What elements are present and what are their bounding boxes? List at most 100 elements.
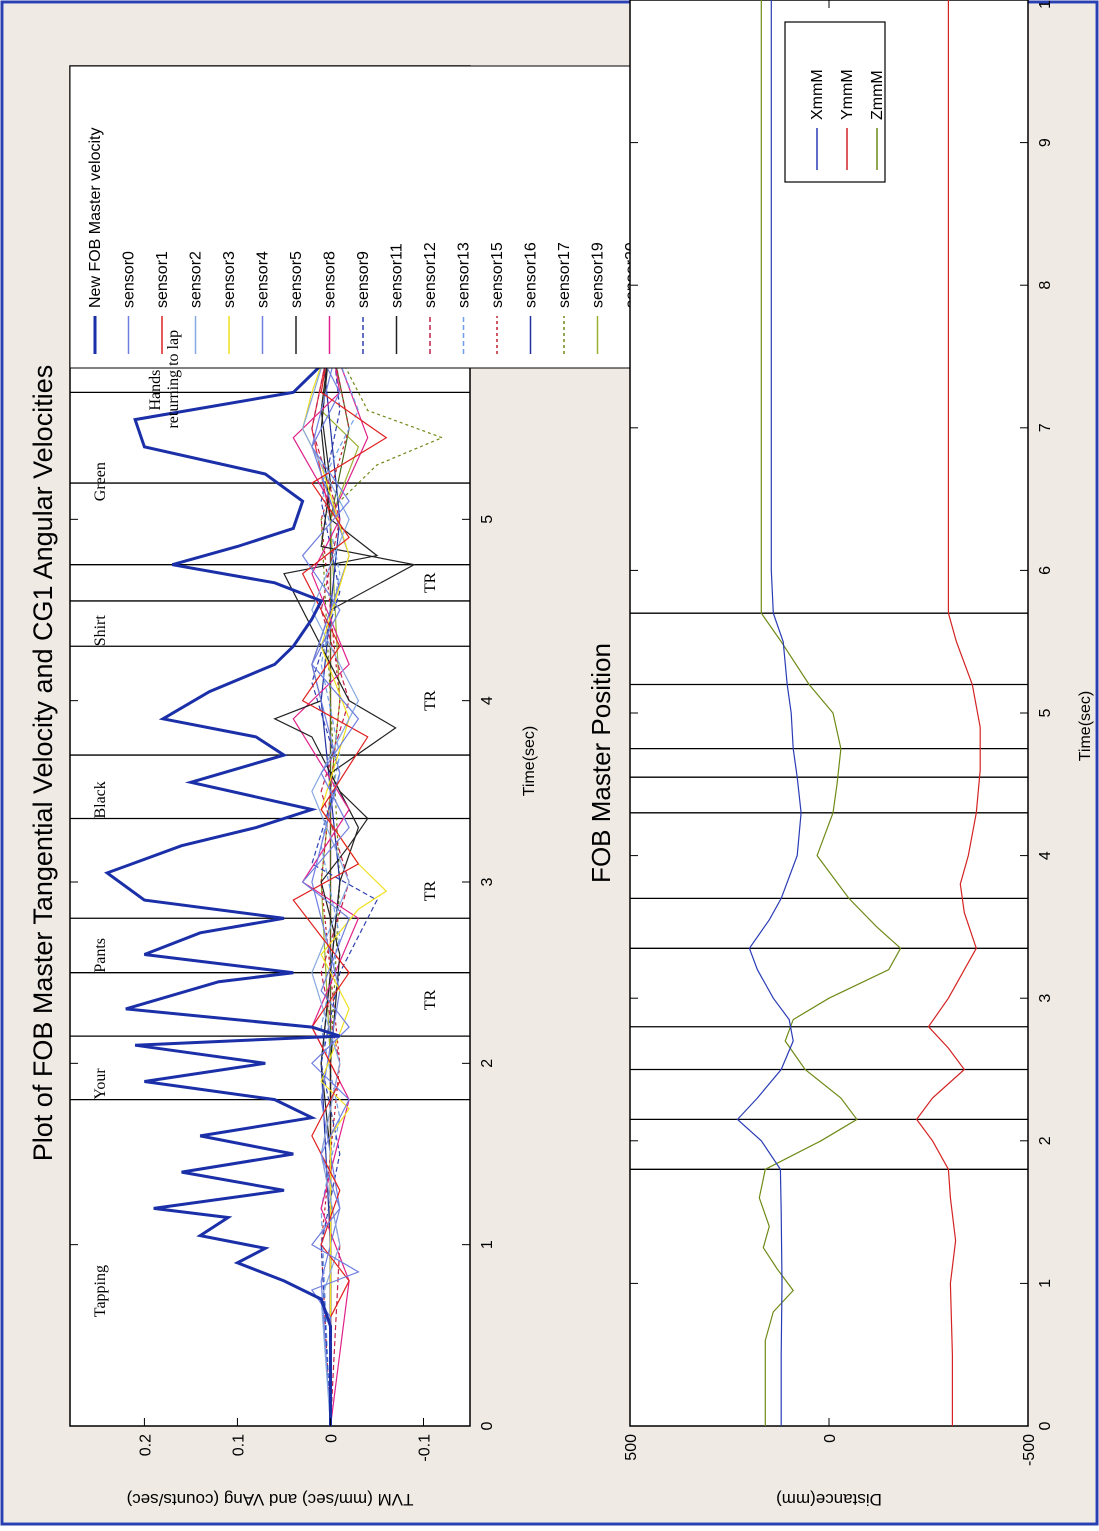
plot2-series-xmmm (736, 0, 802, 1426)
plot2-xtick-label: 1 (1037, 1279, 1054, 1288)
plot1-ytick-label: 0.2 (137, 1434, 154, 1456)
plot1-series-sensor2 (301, 66, 360, 1426)
plot1-series-sensor13 (320, 66, 360, 1426)
plot2-title: FOB Master Position (586, 643, 616, 883)
rotated-figure: Plot of FOB Master Tangential Velocity a… (28, 0, 1094, 1509)
plot1-legend-label: New FOB Master velocity (87, 128, 104, 308)
plot2-ytick-label: -500 (1021, 1434, 1038, 1466)
plot2-xtick-label: 10 (1037, 0, 1054, 9)
plot2-legend-entry-zmmm: ZmmM (869, 70, 886, 170)
plot1-xtick-label: 3 (479, 877, 496, 886)
plot2-legend-label: YmmM (839, 69, 856, 120)
plot1-xlabel: Time(sec) (521, 726, 538, 797)
plot1-series-sensor9 (311, 66, 378, 1426)
plot2-legend-label: ZmmM (869, 70, 886, 120)
plot1-legend-entry-sensor0: sensor0 (121, 251, 138, 354)
plot2-ytick-label: 0 (822, 1434, 839, 1443)
plot2-series-ymmm (915, 0, 981, 1426)
plot1-series-sensor1 (292, 66, 388, 1426)
plot2-legend-entry-xmmm: XmmM (809, 69, 826, 170)
plot1-series-new-fob-master-velocity (104, 66, 342, 1426)
phase-label-hands-returning-to-lap: Handsreturning to lap (147, 330, 182, 429)
plot1-legend-label: sensor16 (523, 242, 540, 308)
plot1-legend-entry-sensor4: sensor4 (255, 251, 272, 354)
plot1-xtick-label: 2 (479, 1059, 496, 1068)
plot2-legend-box (784, 21, 886, 183)
plot2-ylabel: Distance(mm) (776, 1490, 882, 1509)
plot1-legend-label: sensor8 (322, 251, 339, 308)
plot1-legend-entry-sensor19: sensor19 (590, 242, 607, 354)
plot2-plot-area (630, 0, 1028, 1426)
tr-label: TR (422, 881, 439, 902)
plot2-ytick-label: 500 (623, 1434, 640, 1461)
plot1-ytick-label: 0 (323, 1434, 340, 1443)
plot2-axes-box (629, 0, 1029, 1427)
plot1-plot-area (70, 66, 470, 1426)
plot1-title: Plot of FOB Master Tangential Velocity a… (28, 365, 58, 1161)
plot1-legend-entry-sensor15: sensor15 (489, 242, 506, 354)
plot2-xtick-label: 0 (1037, 1421, 1054, 1430)
plot2-xlabel: Time(sec) (1077, 691, 1094, 762)
plot1-legend: New FOB Master velocity sensor0 sensor1 sen… (69, 65, 719, 369)
plot1-legend-entry-sensor13: sensor13 (456, 242, 473, 354)
plot2-xtick-label: 5 (1037, 708, 1054, 717)
plot1-series-sensor0 (301, 66, 360, 1426)
plot1-legend-label: sensor9 (355, 251, 372, 308)
plot2-legend-entry-ymmm: YmmM (839, 69, 856, 170)
plot2-xtick-label: 6 (1037, 566, 1054, 575)
plot1-legend-label: sensor1 (154, 251, 171, 308)
plot1-legend-entry-sensor2: sensor2 (188, 251, 205, 354)
plot2-xtick-label: 2 (1037, 1136, 1054, 1145)
plot1-legend-entry-sensor16: sensor16 (523, 242, 540, 354)
plot1-legend-label: sensor11 (389, 243, 406, 308)
plot1-ytick-label: -0.1 (416, 1434, 433, 1462)
plot1-legend-label: sensor12 (422, 242, 439, 308)
plot1-legend-entry-new-fob-master-velocity: New FOB Master velocity (87, 128, 104, 354)
plot1-legend-entry-sensor3: sensor3 (221, 251, 238, 354)
plot1-legend-entry-sensor17: sensor17 (556, 242, 573, 354)
plot1-xtick-label: 5 (479, 515, 496, 524)
plot1-series-sensor8 (292, 66, 360, 1426)
plot1-legend-entry-sensor8: sensor8 (322, 251, 339, 354)
plot1-legend-label: sensor19 (590, 242, 607, 308)
phase-label-green: Green (92, 462, 109, 501)
phase-label-shirt: Shirt (92, 615, 109, 647)
plot2-xtick-label: 3 (1037, 994, 1054, 1003)
plot1-legend-label: sensor4 (255, 251, 272, 308)
plot1-legend-label: sensor5 (288, 251, 305, 308)
plot2-legend: XmmM YmmM ZmmM (784, 21, 886, 183)
plot1-legend-entry-sensor11: sensor11 (389, 243, 406, 354)
plot1-ylabel: TVM (mm/sec) and VAng (counts/sec) (127, 1490, 414, 1509)
plot2-series-zmmm (758, 0, 902, 1426)
plot1-phase-labels: Tapping Your Pants Black Shirt Green Handsretu… (92, 330, 439, 1317)
plot2-xtick-label: 4 (1037, 851, 1054, 860)
phase-label-pants: Pants (92, 938, 109, 973)
tr-label: TR (422, 572, 439, 593)
plot1-xtick-label: 1 (479, 1240, 496, 1249)
phase-label-black: Black (92, 781, 109, 818)
plot1-legend-label: sensor13 (456, 242, 473, 308)
plot2-xtick-label: 7 (1037, 423, 1054, 432)
plot1-legend-entry-sensor9: sensor9 (355, 251, 372, 354)
plot1-ytick-label: 0.1 (230, 1434, 247, 1456)
plot2-ticks: 0 1 2 3 4 5 6 7 8 9 10 500 0 -500 (623, 0, 1054, 1466)
phase-label-tapping: Tapping (92, 1265, 109, 1317)
plot1-legend-label: sensor3 (221, 251, 238, 308)
plot1-legend-entry-sensor5: sensor5 (288, 251, 305, 354)
plot1-legend-entry-sensor1: sensor1 (154, 251, 171, 354)
plot1-xtick-label: 4 (479, 696, 496, 705)
plot2-xtick-label: 8 (1037, 281, 1054, 290)
plot1-legend-entry-sensor12: sensor12 (422, 242, 439, 354)
plot1-legend-label: sensor17 (556, 242, 573, 308)
phase-label-your: Your (92, 1068, 109, 1100)
plot1-legend-label: sensor2 (188, 251, 205, 308)
plot2-legend-label: XmmM (809, 69, 826, 120)
tr-label: TR (422, 989, 439, 1010)
plot1-legend-label: sensor15 (489, 242, 506, 308)
plot1-series-sensor4 (311, 66, 350, 1426)
plot2-xtick-label: 9 (1037, 138, 1054, 147)
plot1-legend-label: sensor0 (121, 251, 138, 308)
